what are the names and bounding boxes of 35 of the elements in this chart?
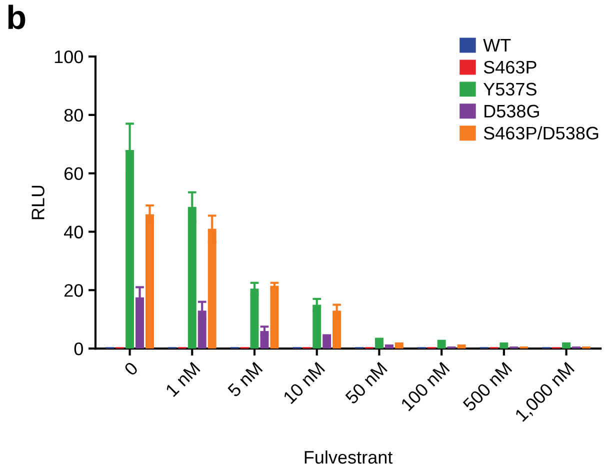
x-axis-title: Fulvestrant [304, 450, 393, 464]
y-tick-label: 80 [64, 108, 83, 122]
legend-label: S463P/D538G [484, 126, 598, 140]
bar [374, 338, 384, 349]
bar [447, 346, 456, 349]
bar [437, 340, 446, 349]
x-tick-label: 0 [124, 361, 139, 376]
x-tick-label: 50 nM [344, 362, 388, 405]
y-tick-label: 60 [64, 167, 83, 180]
x-tick-label: 100 nM [400, 362, 450, 412]
x-tick-label: 1 nM [165, 362, 200, 398]
x-tick-label: 10 nM [282, 362, 326, 404]
bar [384, 344, 394, 349]
bar [510, 346, 518, 349]
y-tick-label: 0 [74, 342, 83, 356]
y-tick-label: 20 [64, 284, 83, 297]
text: b [8, 4, 26, 30]
y-tick-label: 100 [54, 50, 83, 64]
y-axis-title: RLU [32, 186, 44, 220]
bar [500, 342, 508, 349]
bar [582, 346, 590, 349]
bar [270, 286, 279, 349]
bar [520, 346, 528, 349]
bar [394, 342, 404, 349]
bar [562, 342, 571, 349]
bar [322, 334, 332, 349]
bar [457, 344, 466, 349]
x-tick-label: 500 nM [462, 362, 512, 412]
legend-label: S463P [484, 60, 536, 74]
bar [572, 346, 581, 349]
legend-label: Y537S [483, 82, 536, 96]
x-tick-label: 5 nM [227, 362, 263, 398]
y-tick-label: 40 [64, 226, 83, 238]
legend-label: D538G [484, 104, 539, 118]
legend-label: WT [483, 39, 511, 52]
